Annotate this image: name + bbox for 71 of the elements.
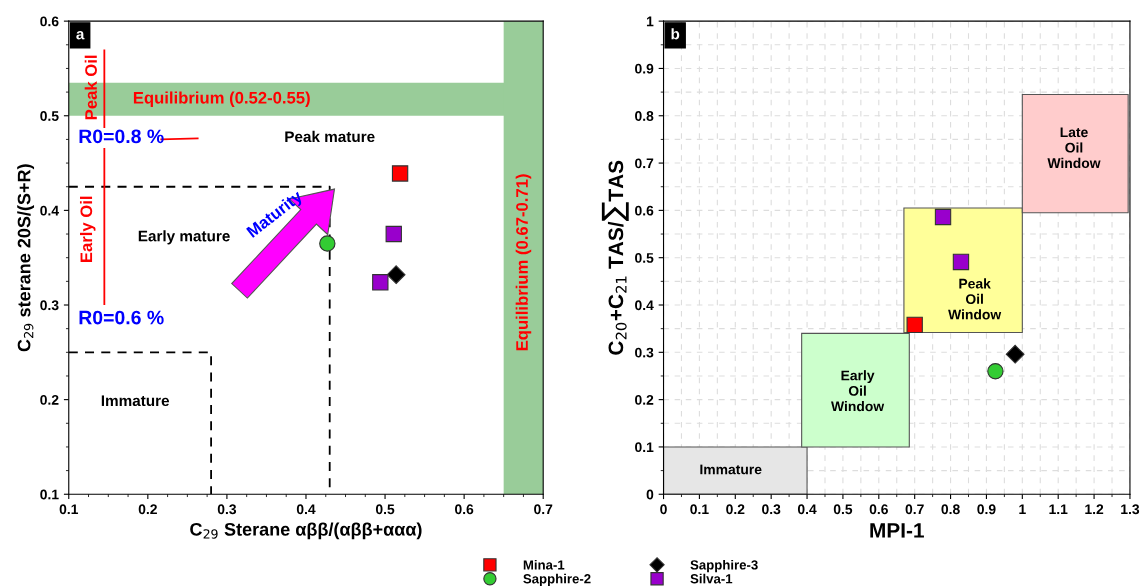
point (1005, 344, 1025, 364)
x-tick-label: 1.3 (1121, 504, 1140, 515)
point (372, 274, 389, 291)
chart-title: a (76, 31, 85, 40)
annotation: Immature (700, 464, 762, 475)
chart-title: b (671, 28, 680, 40)
annotation: R0=0.6 % (79, 310, 164, 325)
x-tick-label: 0.8 (941, 504, 960, 515)
x-tick-label: 0.6 (455, 504, 474, 515)
y-tick-label: 0.9 (635, 63, 654, 74)
y-tick-label: 0.2 (635, 394, 654, 405)
x-tick-label: 1.1 (1049, 504, 1068, 515)
y-tick-label: 0.6 (635, 205, 654, 216)
point (319, 235, 336, 252)
y-tick-label: 0.1 (635, 442, 654, 453)
point (391, 165, 409, 182)
annotation: Peak Oil Window (948, 278, 1002, 320)
x-tick-label: 0.4 (797, 504, 817, 515)
x-tick-label: 0.4 (296, 504, 316, 515)
point (934, 208, 952, 226)
band-label: Equilibrium (0.52-0.55) (133, 91, 310, 107)
y-tick-label: 0.4 (40, 205, 59, 216)
annotation: R0=0.8 % (79, 129, 164, 144)
x-tick-label: 0 (660, 504, 667, 515)
legend-label: Mina-1 (523, 559, 565, 570)
annotation: Immature (101, 395, 170, 407)
legend-label: Silva-1 (690, 573, 733, 584)
x-tick-label: 1 (1019, 504, 1026, 515)
y-tick-label: 0 (646, 489, 654, 500)
y-tick-label: 0.3 (40, 300, 59, 311)
annotation: Early Oil Window (831, 370, 885, 412)
x-tick-label: 0.2 (726, 504, 745, 515)
y-tick-label: 0.7 (635, 158, 654, 169)
x-tick-label: 0.5 (375, 504, 395, 515)
annotation: Late Oil Window (1047, 127, 1101, 169)
x-axis-title: MPI-1 (870, 523, 924, 538)
y-tick-label: 0.6 (40, 16, 59, 27)
point (386, 265, 406, 285)
x-tick-label: 0.3 (217, 504, 237, 515)
point (952, 253, 970, 271)
x-tick-label: 0.7 (534, 504, 553, 515)
annotation: Early mature (138, 230, 230, 245)
legend-label: Sapphire-3 (690, 559, 758, 573)
x-tick-label: 0.1 (59, 504, 79, 515)
x-tick-label: 1.2 (1085, 504, 1104, 515)
x-tick-label: 0.9 (977, 504, 996, 515)
y-tick-label: 0.4 (635, 300, 654, 311)
point (385, 225, 402, 243)
x-tick-label: 0.5 (833, 504, 853, 515)
x-tick-label: 0.1 (690, 504, 709, 515)
point (906, 316, 923, 334)
y-axis-title: C$_{20}$+C$_{21}$ TAS/∑TAS (601, 160, 629, 355)
annotation: Peak Oil (84, 55, 97, 120)
x-tick-label: 0.6 (869, 504, 888, 515)
y-tick-label: 0.2 (40, 394, 59, 405)
y-tick-label: 1 (646, 16, 654, 27)
x-tick-label: 0.7 (905, 504, 924, 515)
y-axis-title: C$_{29}$ sterane 20S/(S+R) (17, 164, 35, 352)
annotation: Early Oil (79, 196, 96, 262)
x-tick-label: 0.2 (138, 504, 157, 515)
x-tick-label: 0.3 (762, 504, 781, 515)
y-tick-label: 0.8 (635, 111, 654, 121)
y-tick-label: 0.5 (40, 111, 59, 121)
y-tick-label: 0.5 (635, 253, 654, 263)
band-label: Equilibrium (0.67-0.71) (515, 174, 532, 351)
y-tick-label: 0.1 (40, 489, 59, 500)
legend-label: Sapphire-2 (523, 573, 591, 587)
y-tick-label: 0.3 (635, 347, 654, 358)
point (987, 363, 1004, 380)
x-axis-title: C$_{29}$ Sterane αββ/(αββ+ααα) (190, 522, 422, 540)
annotation: Peak mature (285, 130, 375, 143)
